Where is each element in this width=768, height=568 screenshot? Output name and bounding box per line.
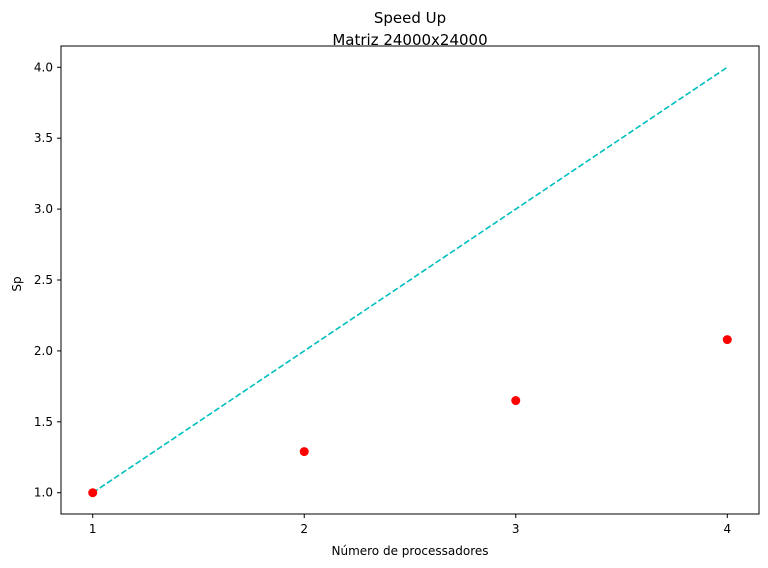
data-point	[511, 396, 521, 406]
data-point	[88, 488, 98, 498]
ideal-speedup-line	[92, 66, 728, 494]
x-tick-label: 3	[512, 522, 520, 536]
plot-area: 1 2 3 4 1.0 1.5 2.0 2.5 3.0 3.5 4.0	[34, 45, 760, 536]
y-tick-label: 2.5	[34, 273, 53, 287]
y-tick-label: 3.0	[34, 202, 53, 216]
x-tick-label: 1	[89, 522, 97, 536]
y-tick-label: 1.5	[34, 415, 53, 429]
chart-title: Speed Up	[374, 9, 446, 27]
y-tick-label: 4.0	[34, 60, 53, 74]
data-point	[299, 447, 309, 457]
x-axis-label: Número de processadores	[331, 544, 488, 558]
y-tick-label: 3.5	[34, 131, 53, 145]
y-tick-label: 1.0	[34, 486, 53, 500]
y-tick-label: 2.0	[34, 344, 53, 358]
x-tick-label: 2	[300, 522, 308, 536]
chart-subtitle: Matriz 24000x24000	[332, 31, 487, 49]
x-tick-label: 4	[723, 522, 731, 536]
data-point	[722, 335, 732, 345]
y-axis-label: Sp	[10, 276, 24, 291]
